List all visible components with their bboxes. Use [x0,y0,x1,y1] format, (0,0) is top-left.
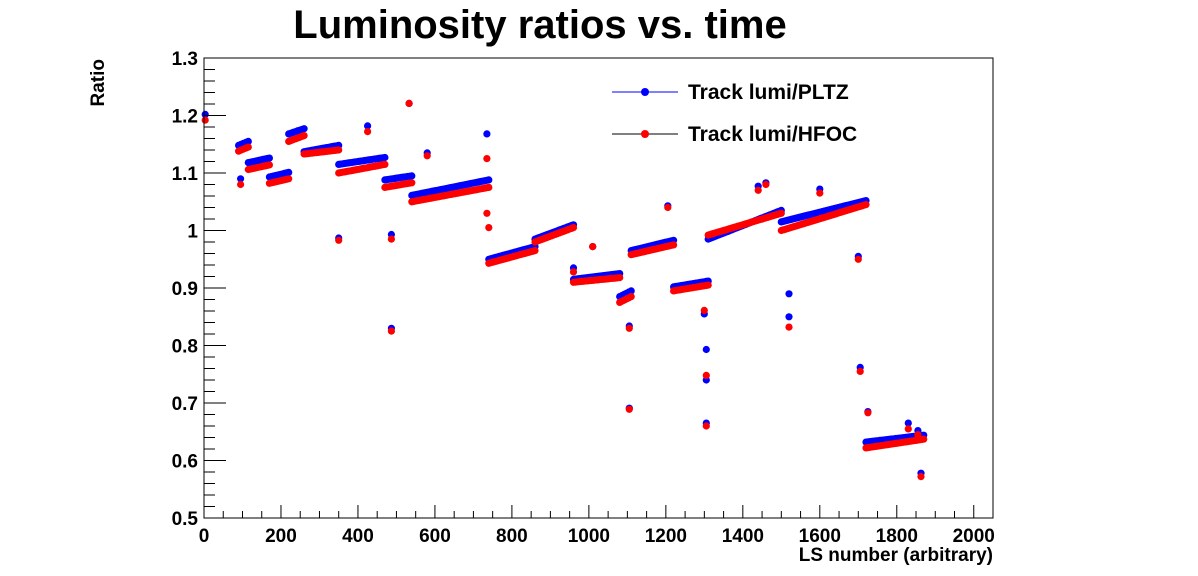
data-point [700,306,708,314]
data-point [485,224,493,232]
data-point [381,153,389,162]
data-point [381,160,389,168]
x-tick-label: 600 [419,526,451,547]
x-tick-label: 1200 [645,526,687,547]
y-tick-label: 1.1 [172,164,199,185]
legend-marker-hfoc [641,130,649,138]
legend-marker-pltz [641,88,649,96]
data-point [627,287,635,295]
data-point [625,324,633,332]
data-point [244,137,252,145]
y-tick-label: 0.9 [172,279,198,300]
chart-title: Luminosity ratios vs. time [293,3,786,47]
data-point [364,128,372,136]
y-tick-label: 0.7 [172,394,198,415]
y-tick-label: 1 [187,222,198,243]
x-tick-label: 1600 [799,526,841,547]
data-point [531,247,539,255]
data-point [408,172,416,180]
data-point [387,327,395,335]
data-point [237,180,245,189]
y-tick-label: 0.5 [172,509,199,530]
data-point [201,110,209,118]
x-tick-label: 2000 [953,526,995,547]
data-point [483,130,491,138]
data-point [237,175,245,183]
x-axis-label: LS number (arbitrary) [799,545,993,566]
data-point [408,179,416,187]
data-point [483,155,491,163]
data-point [589,243,597,251]
data-point [387,235,395,243]
data-point [285,175,293,183]
data-point [762,180,770,189]
data-point [244,143,252,151]
data-point [485,183,493,191]
data-point [854,255,862,263]
data-point [483,209,491,217]
data-point [785,323,793,331]
data-point [862,201,870,209]
data-point [914,431,922,439]
data-point [702,345,710,354]
y-tick-label: 0.6 [172,452,198,473]
data-point [201,116,209,124]
data-point [785,290,793,298]
x-tick-label: 1400 [722,526,764,547]
data-point [405,99,413,107]
data-point [423,152,431,160]
data-point [627,293,635,301]
data-point [625,405,633,413]
data-point [904,419,912,427]
data-point [335,146,343,154]
data-point [754,186,762,194]
series-1 [201,99,928,481]
data-point [702,371,710,379]
data-point [904,425,912,433]
data-point [265,161,273,169]
data-point [702,422,710,430]
data-point [300,132,308,140]
data-point [785,313,793,321]
data-point [864,409,872,417]
data-point [364,122,372,130]
data-point [300,125,308,133]
data-point [777,209,785,217]
y-axis-label: Ratio [88,59,109,107]
data-point [704,281,712,289]
data-point [664,203,672,212]
axes: 0 200 400 600 800 1000 1200 1400 1600 1800 2000 0.5… [172,49,995,547]
data-point [285,168,293,176]
data-point [569,224,578,232]
data-points [201,99,928,481]
data-point [335,236,343,244]
data-point [816,189,824,197]
data-point [485,176,493,184]
data-point [917,473,925,481]
x-tick-label: 400 [342,526,374,547]
y-tick-label: 1.2 [172,107,198,128]
x-tick-label: 200 [265,526,297,547]
x-tick-label: 1000 [568,526,610,547]
x-tick-label: 800 [496,526,528,547]
legend-label-hfoc: Track lumi/HFOC [688,123,857,146]
data-point [265,154,273,162]
legend: Track lumi/PLTZ Track lumi/HFOC [612,81,857,146]
y-tick-label: 1.3 [172,49,198,70]
y-tick-label: 0.8 [172,337,198,358]
data-point [616,274,624,282]
data-point [920,435,928,443]
data-point [856,367,864,375]
x-tick-label: 0 [199,526,210,547]
legend-label-pltz: Track lumi/PLTZ [688,81,849,104]
data-point [670,241,678,249]
data-point [569,268,578,276]
x-tick-label: 1800 [876,526,918,547]
